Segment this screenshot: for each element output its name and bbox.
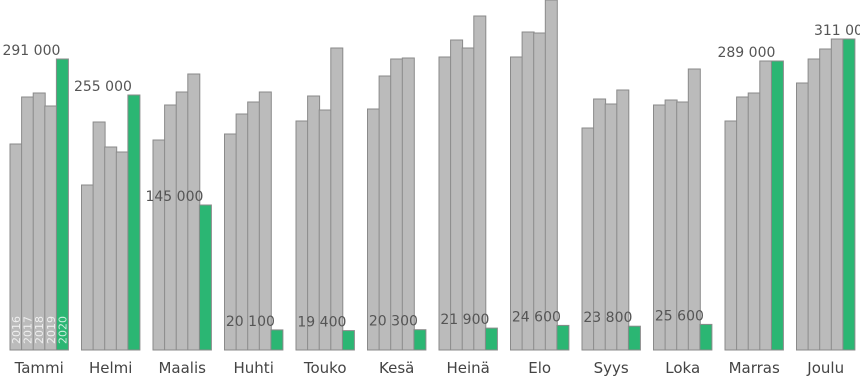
bar-huhti-2020 xyxy=(270,329,284,351)
bar-heinä-2020 xyxy=(484,327,498,351)
value-label: 25 600 xyxy=(655,308,704,324)
month-group-2 xyxy=(152,73,212,351)
bar-elo-2020 xyxy=(556,324,570,351)
value-label: 145 000 xyxy=(145,189,203,205)
bar-helmi-2017 xyxy=(92,121,106,351)
month-label: Joulu xyxy=(806,359,844,377)
value-label: 289 000 xyxy=(717,45,775,61)
bar-joulu-2017 xyxy=(807,58,821,351)
bar-touko-2017 xyxy=(307,95,321,351)
bar-heinä-2018 xyxy=(461,47,475,351)
value-label: 23 800 xyxy=(583,310,632,326)
bar-helmi-2020 xyxy=(127,94,141,351)
bar-kesä-2017 xyxy=(378,75,392,351)
month-group-0 xyxy=(9,58,69,351)
bar-tammi-2017 xyxy=(21,96,35,351)
bar-marras-2018 xyxy=(747,92,761,351)
value-label: 311 000 xyxy=(814,23,860,39)
month-label: Huhti xyxy=(234,359,274,377)
month-label: Heinä xyxy=(447,359,490,377)
month-group-8 xyxy=(581,89,641,351)
bar-elo-2018 xyxy=(533,32,547,351)
bar-joulu-2020 xyxy=(842,38,856,351)
month-group-6 xyxy=(438,15,498,351)
value-label: 19 400 xyxy=(297,315,346,331)
year-label: 2017 xyxy=(22,316,35,344)
month-group-4 xyxy=(295,47,355,351)
bar-loka-2020 xyxy=(699,323,713,351)
bar-syys-2019 xyxy=(616,89,630,351)
month-group-7 xyxy=(510,0,570,351)
month-group-1 xyxy=(81,94,141,351)
month-label: Touko xyxy=(303,359,347,377)
bar-maalis-2017 xyxy=(164,104,178,351)
bar-tammi-2018 xyxy=(32,92,46,351)
bar-touko-2019 xyxy=(330,47,344,351)
bar-tammi-2020 xyxy=(55,58,69,351)
value-label: 291 000 xyxy=(2,43,60,59)
month-label: Kesä xyxy=(379,359,414,377)
value-label: 24 600 xyxy=(512,309,561,325)
bar-marras-2016 xyxy=(724,120,738,351)
month-group-11 xyxy=(796,38,856,351)
month-label: Syys xyxy=(594,359,629,377)
value-label: 21 900 xyxy=(440,312,489,328)
bar-maalis-2020 xyxy=(198,204,212,351)
bar-tammi-2019 xyxy=(44,105,58,351)
month-group-3 xyxy=(224,91,284,351)
bar-heinä-2019 xyxy=(473,15,487,351)
month-label: Loka xyxy=(665,359,700,377)
bar-huhti-2018 xyxy=(247,101,261,351)
bar-kesä-2020 xyxy=(413,329,427,351)
value-label: 20 300 xyxy=(369,314,418,330)
bar-elo-2017 xyxy=(521,31,535,351)
month-label: Helmi xyxy=(89,359,132,377)
month-label: Elo xyxy=(528,359,551,377)
month-group-10 xyxy=(724,60,784,351)
month-label: Marras xyxy=(729,359,780,377)
year-label: 2020 xyxy=(56,316,69,344)
value-label: 255 000 xyxy=(74,79,132,95)
bar-maalis-2016 xyxy=(152,139,166,351)
month-label: Maalis xyxy=(158,359,206,377)
bar-marras-2017 xyxy=(736,96,750,351)
bar-marras-2019 xyxy=(759,60,773,351)
year-label: 2019 xyxy=(45,316,58,344)
bar-heinä-2016 xyxy=(438,56,452,351)
bar-huhti-2019 xyxy=(258,91,272,351)
bar-maalis-2019 xyxy=(187,73,201,351)
bar-syys-2020 xyxy=(627,325,641,351)
bar-joulu-2018 xyxy=(819,48,833,351)
bar-helmi-2016 xyxy=(81,184,94,351)
bar-joulu-2016 xyxy=(796,82,809,351)
bar-kesä-2019 xyxy=(401,57,415,351)
bar-elo-2016 xyxy=(510,56,523,351)
month-group-9 xyxy=(653,68,713,351)
month-group-5 xyxy=(367,57,427,351)
year-label: 2018 xyxy=(33,316,46,344)
month-label: Tammi xyxy=(14,359,64,377)
bar-touko-2020 xyxy=(341,330,355,351)
bar-maalis-2018 xyxy=(175,91,189,351)
bar-elo-2019 xyxy=(544,0,558,351)
bar-kesä-2018 xyxy=(390,58,404,351)
bar-loka-2019 xyxy=(687,68,701,351)
year-label: 2016 xyxy=(10,316,23,344)
bar-joulu-2019 xyxy=(830,38,844,351)
bar-helmi-2018 xyxy=(104,146,118,351)
bar-helmi-2019 xyxy=(115,151,129,351)
bar-marras-2020 xyxy=(770,60,784,351)
value-label: 20 100 xyxy=(226,314,275,330)
bar-heinä-2017 xyxy=(450,39,464,351)
